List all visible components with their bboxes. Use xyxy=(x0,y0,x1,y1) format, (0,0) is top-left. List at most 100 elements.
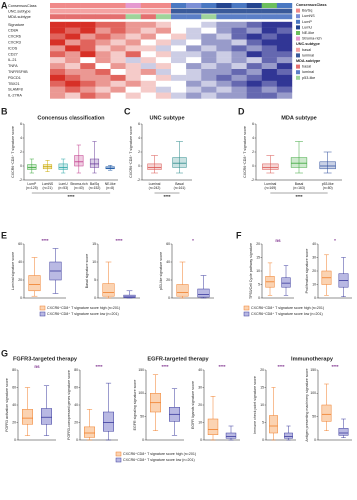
heatmap-cell xyxy=(95,45,111,52)
annotation-cell xyxy=(216,3,232,8)
heatmap-cell xyxy=(65,63,81,70)
annotation-cell xyxy=(155,14,172,20)
heatmap-cell xyxy=(95,33,111,40)
legend-swatch xyxy=(296,14,300,19)
heatmap-cell xyxy=(276,51,293,58)
heatmap-cell xyxy=(261,86,278,93)
heatmap-cell xyxy=(140,21,157,28)
annotation-cell xyxy=(186,8,202,14)
y-axis-label: Immune check point signature score xyxy=(253,376,257,434)
y-tick-label: 0 xyxy=(262,438,264,442)
legend-swatch xyxy=(296,19,300,24)
heatmap-cell xyxy=(125,33,141,40)
heatmap-cell xyxy=(276,80,293,87)
row-label: CD27 xyxy=(8,52,18,56)
annotation-cell xyxy=(110,8,126,14)
annotation-cell xyxy=(201,3,217,8)
heatmap-cell xyxy=(171,80,187,87)
heatmap-cell xyxy=(186,57,202,64)
x-tick-label: (n=152) xyxy=(89,186,101,190)
heatmap-cell xyxy=(50,92,66,99)
heatmap-cell xyxy=(276,39,293,46)
significance: **** xyxy=(295,194,302,199)
heatmap-cell xyxy=(231,45,247,52)
heatmap-cell xyxy=(140,74,157,81)
heatmap-cell xyxy=(50,27,66,34)
annotation-cell xyxy=(125,3,141,8)
heatmap-cell xyxy=(155,51,172,58)
x-tick-label: LumU xyxy=(59,182,69,186)
heatmap-cell xyxy=(276,45,293,52)
heatmap-cell xyxy=(95,51,111,58)
significance: **** xyxy=(95,364,102,369)
heatmap-cell xyxy=(80,27,96,34)
heatmap-cell xyxy=(171,45,187,52)
x-tick-label: (n=169) xyxy=(264,186,276,190)
heatmap-cell xyxy=(231,92,247,99)
heatmap-cell xyxy=(216,63,232,70)
annotation-cell xyxy=(216,8,232,14)
heatmap-cell xyxy=(201,63,217,70)
heatmap-cell xyxy=(231,57,247,64)
heatmap-cell xyxy=(155,33,172,40)
y-tick-label: 20 xyxy=(260,368,264,372)
x-tick-label: (n=163) xyxy=(293,186,305,190)
significance: ns xyxy=(34,364,40,369)
y-tick-label: 15 xyxy=(92,242,96,246)
heatmap-cell xyxy=(231,69,247,76)
heatmap-cell xyxy=(125,21,141,28)
heatmap-cell xyxy=(140,27,157,34)
significance: **** xyxy=(115,238,122,243)
heatmap-cell xyxy=(140,57,157,64)
y-tick-label: 5 xyxy=(258,282,260,286)
y-tick-label: 40 xyxy=(12,403,16,407)
legend-label: CXCR6⁺CD8⁺ T signature score low (n=201) xyxy=(251,312,323,316)
y-tick-label: 20 xyxy=(166,278,170,282)
annotation-cell xyxy=(186,14,202,20)
heatmap-cell xyxy=(110,27,126,34)
legend-swatch xyxy=(243,311,250,317)
y-tick-label: 5 xyxy=(262,420,264,424)
heatmap-cell xyxy=(261,45,278,52)
heatmap-cell xyxy=(231,27,247,34)
legend-label: CXCR6⁺CD8⁺ T signature score low (n=201) xyxy=(123,458,195,462)
annotation-cell xyxy=(155,3,172,8)
x-tick-label: (n=242) xyxy=(149,186,161,190)
row-label: TNFA xyxy=(8,64,18,68)
heatmap-cell xyxy=(186,86,202,93)
annotation-cell xyxy=(231,8,247,14)
legend-label: p53-like xyxy=(302,76,315,80)
y-tick-label: 20 xyxy=(312,269,316,273)
x-tick-label: (n=125) xyxy=(26,186,38,190)
heatmap-cell xyxy=(155,69,172,76)
y-tick-label: 0 xyxy=(252,164,254,168)
heatmap-cell xyxy=(186,21,202,28)
box xyxy=(319,161,336,170)
heatmap-cell xyxy=(246,74,262,81)
heatmap-cell xyxy=(125,51,141,58)
heatmap-cell xyxy=(186,51,202,58)
heatmap-cell xyxy=(50,86,66,93)
annotation-cell xyxy=(276,14,293,20)
box xyxy=(207,418,219,435)
heatmap-cell xyxy=(50,80,66,87)
box xyxy=(41,408,52,425)
y-tick-label: 0 xyxy=(142,438,144,442)
heatmap-cell xyxy=(231,51,247,58)
heatmap-cell xyxy=(80,51,96,58)
heatmap-cell xyxy=(110,80,126,87)
heatmap-cell xyxy=(216,39,232,46)
row-label: SLAMF8 xyxy=(8,88,23,92)
heatmap-cell xyxy=(140,39,157,46)
legend-swatch xyxy=(243,305,250,311)
heatmap-cell xyxy=(276,92,293,99)
heatmap-cell xyxy=(186,74,202,81)
box xyxy=(147,163,162,170)
box xyxy=(176,284,189,297)
y-tick-label: 2 xyxy=(20,150,22,154)
x-tick-label: (n=161) xyxy=(174,186,186,190)
y-tick-label: 4 xyxy=(138,136,140,140)
legend-label: LumU xyxy=(302,25,312,29)
panel-label: E xyxy=(1,230,7,240)
heatmap-cell xyxy=(140,51,157,58)
